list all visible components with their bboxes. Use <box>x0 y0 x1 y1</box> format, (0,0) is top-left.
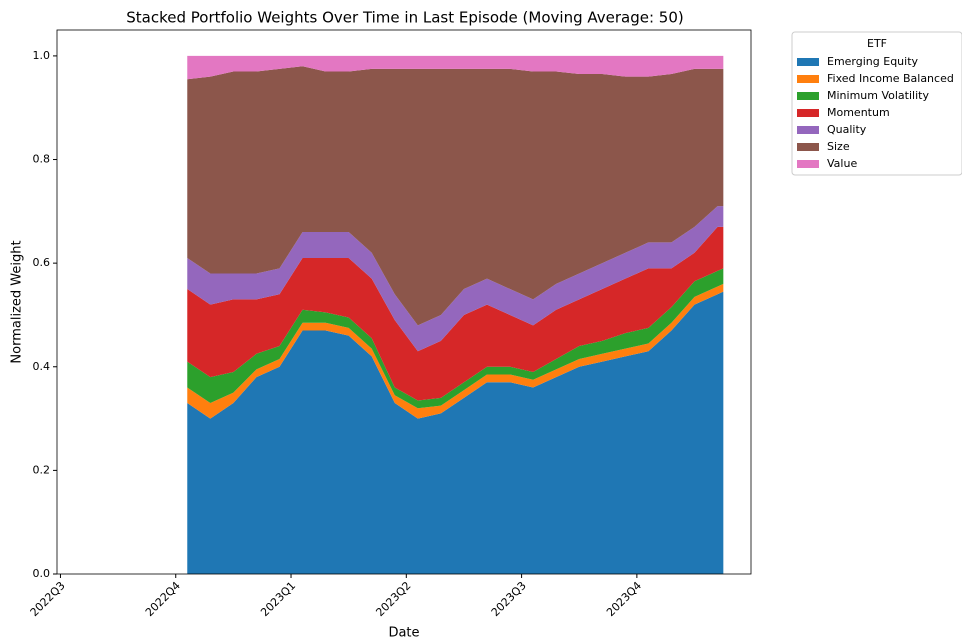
legend-frame <box>791 31 962 176</box>
x-tick-label: 2023Q4 <box>604 579 644 619</box>
legend-label: Value <box>827 157 857 170</box>
legend-swatch <box>797 58 819 66</box>
y-tick-label: 1.0 <box>33 49 51 62</box>
legend-swatch <box>797 92 819 100</box>
x-tick-label: 2022Q4 <box>143 579 183 619</box>
legend-swatch <box>797 126 819 134</box>
x-tick-label: 2023Q3 <box>489 579 529 619</box>
legend-label: Quality <box>827 123 867 136</box>
area <box>187 283 724 419</box>
legend-swatch <box>797 160 819 168</box>
y-tick-label: 0.4 <box>33 360 51 373</box>
legend-title: ETF <box>867 37 887 50</box>
legend-label: Minimum Volatility <box>827 89 929 102</box>
x-axis-label: Date <box>388 626 419 641</box>
legend-label: Size <box>827 140 850 153</box>
x-tick-label: 2022Q3 <box>28 579 68 619</box>
y-axis-label: Normalized Weight <box>10 240 25 363</box>
legend-label: Emerging Equity <box>827 55 919 68</box>
legend-label: Momentum <box>827 106 890 119</box>
legend-swatch <box>797 75 819 83</box>
area <box>187 226 724 401</box>
y-tick-label: 0.2 <box>33 463 51 476</box>
area <box>187 66 724 326</box>
legend-swatch <box>797 143 819 151</box>
area <box>187 206 724 352</box>
plot-frame <box>56 29 752 575</box>
x-tick-label: 2023Q1 <box>258 579 298 619</box>
chart-title: Stacked Portfolio Weights Over Time in L… <box>126 9 683 27</box>
y-tick-label: 0.6 <box>33 256 51 269</box>
legend-label: Fixed Income Balanced <box>827 72 954 85</box>
area <box>187 55 724 80</box>
x-tick-label: 2023Q2 <box>373 579 413 619</box>
legend-swatch <box>797 109 819 117</box>
y-tick-label: 0.8 <box>33 153 51 166</box>
legend: ETF Emerging Equity Fixed Income Balanced M… <box>791 31 962 176</box>
area <box>187 291 724 574</box>
y-tick-label: 0.0 <box>33 567 51 580</box>
area <box>187 268 724 409</box>
